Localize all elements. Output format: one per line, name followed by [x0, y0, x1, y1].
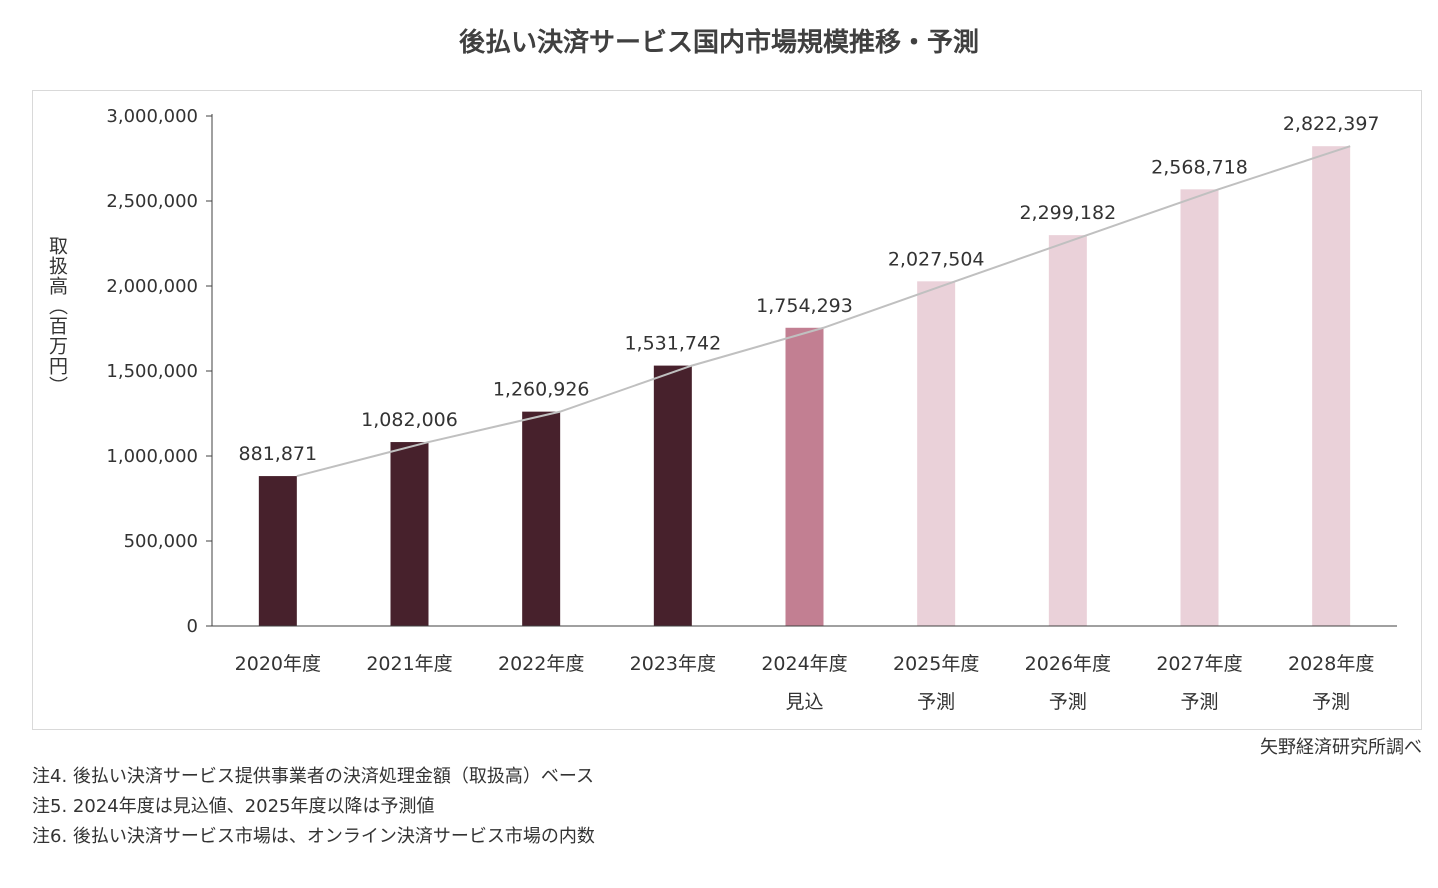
- x-tick-sublabel: 予測: [1312, 691, 1350, 713]
- y-tick-label: 3,000,000: [106, 106, 198, 127]
- y-tick-label: 1,000,000: [106, 446, 198, 467]
- bars: [258, 146, 1351, 627]
- notes: 注4. 後払い決済サービス提供事業者の決済処理金額（取扱高）ベース 注5. 20…: [32, 762, 595, 852]
- x-axis-labels: 2020年度 2021年度 2022年度 2023年度 2024年度見込2025年度予測…: [235, 653, 1375, 713]
- x-tick-label: 2026年度: [1025, 653, 1111, 675]
- value-label: 1,260,926: [493, 379, 590, 401]
- bar-chart: 取扱高（百万円） 0 500,000 1,000,000 1,500,000 2,000…: [46, 106, 1397, 713]
- axes: [211, 114, 1397, 627]
- y-tick-label: 1,500,000: [106, 361, 198, 382]
- bar-2025年度: [917, 281, 956, 626]
- y-tick-label: 2,500,000: [106, 191, 198, 212]
- trend-line-group: [296, 145, 1351, 478]
- chart-area: 取扱高（百万円） 0 500,000 1,000,000 1,500,000 2,000…: [32, 90, 1422, 730]
- trend-line: [296, 145, 1351, 478]
- x-tick-label: 2028年度: [1288, 653, 1374, 675]
- bar-2026年度: [1048, 235, 1087, 627]
- note-5: 注5. 2024年度は見込値、2025年度以降は予測値: [32, 796, 435, 817]
- y-axis-label: 取扱高（百万円）: [46, 236, 68, 396]
- source-credit: 矢野経済研究所調べ: [1260, 737, 1422, 758]
- x-tick-label: 2023年度: [630, 653, 716, 675]
- bar-2027年度: [1180, 189, 1219, 626]
- value-labels: 881,871 1,082,006 1,260,926 1,531,742 1,754,…: [239, 113, 1380, 465]
- x-tick-label: 2022年度: [498, 653, 584, 675]
- value-label: 2,822,397: [1283, 113, 1380, 135]
- bar-2028年度: [1312, 146, 1351, 626]
- x-tick-label: 2021年度: [366, 653, 452, 675]
- bar-2023年度: [653, 365, 692, 626]
- x-tick-label: 2025年度: [893, 653, 979, 675]
- chart-title: 後払い決済サービス国内市場規模推移・予測: [458, 28, 979, 58]
- value-label: 1,531,742: [624, 333, 721, 355]
- value-label: 2,299,182: [1019, 202, 1116, 224]
- bar-2021年度: [390, 442, 429, 626]
- y-tick-label: 2,000,000: [106, 276, 198, 297]
- y-tick-label: 500,000: [124, 531, 198, 552]
- bar-2020年度: [258, 476, 297, 626]
- x-tick-label: 2027年度: [1156, 653, 1242, 675]
- x-tick-sublabel: 予測: [1049, 691, 1087, 713]
- x-tick-label: 2024年度: [761, 653, 847, 675]
- note-4: 注4. 後払い決済サービス提供事業者の決済処理金額（取扱高）ベース: [32, 766, 594, 787]
- y-tick-label: 0: [187, 616, 198, 637]
- bar-2022年度: [522, 411, 561, 626]
- x-tick-sublabel: 予測: [917, 691, 955, 713]
- value-label: 881,871: [239, 443, 318, 465]
- x-tick-sublabel: 見込: [785, 691, 823, 713]
- value-label: 1,754,293: [756, 295, 853, 317]
- value-label: 2,027,504: [888, 248, 985, 270]
- value-label: 2,568,718: [1151, 156, 1248, 178]
- bar-2024年度: [785, 327, 824, 626]
- value-label: 1,082,006: [361, 409, 458, 431]
- x-tick-label: 2020年度: [235, 653, 321, 675]
- y-axis-ticks: 0 500,000 1,000,000 1,500,000 2,000,000 2,500…: [106, 106, 212, 637]
- x-tick-sublabel: 予測: [1180, 691, 1218, 713]
- note-6: 注6. 後払い決済サービス市場は、オンライン決済サービス市場の内数: [32, 826, 595, 847]
- y-axis-label-text: 取扱高（百万円）: [46, 236, 68, 396]
